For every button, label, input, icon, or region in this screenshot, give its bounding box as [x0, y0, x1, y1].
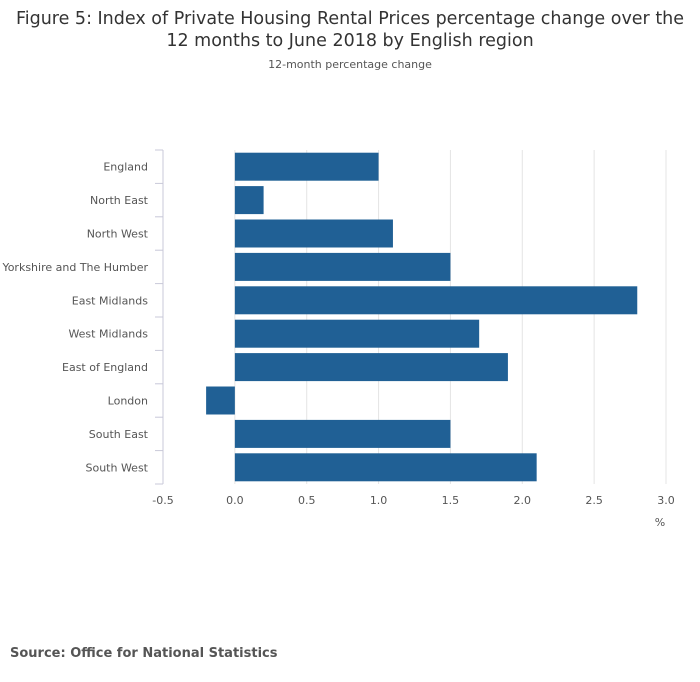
bar-london: [206, 386, 235, 415]
category-label: West Midlands: [68, 328, 148, 341]
bar-yorkshire-and-the-humber: [234, 252, 451, 281]
chart-subtitle: 12-month percentage change: [268, 58, 432, 71]
bar-west-midlands: [234, 319, 480, 348]
category-label: London: [108, 395, 148, 408]
chart-title-line-2: 12 months to June 2018 by English region: [166, 31, 534, 51]
category-label: South West: [85, 461, 148, 474]
category-label: East Midlands: [72, 294, 149, 307]
x-tick-label: 0.0: [226, 494, 244, 507]
category-label: Yorkshire and The Humber: [1, 261, 148, 274]
category-label: England: [103, 161, 148, 174]
bar-south-west: [234, 453, 537, 482]
bar-north-east: [234, 186, 264, 215]
category-label: East of England: [62, 361, 148, 374]
x-tick-label: 2.0: [514, 494, 532, 507]
bar-east-midlands: [234, 286, 638, 315]
category-label: North East: [90, 194, 149, 207]
source-note: Source: Office for National Statistics: [10, 646, 278, 661]
bar-east-of-england: [234, 353, 508, 382]
x-tick-label: 0.5: [298, 494, 316, 507]
x-tick-label: 1.5: [442, 494, 460, 507]
bar-north-west: [234, 219, 393, 248]
bar-england: [234, 152, 379, 181]
chart-title: Figure 5: Index of Private Housing Renta…: [0, 8, 700, 52]
chart-title-line-1: Figure 5: Index of Private Housing Renta…: [15, 9, 685, 29]
x-tick-label: 3.0: [657, 494, 675, 507]
category-label: North West: [87, 228, 149, 241]
x-tick-label: 2.5: [585, 494, 603, 507]
x-tick-label: 1.0: [370, 494, 388, 507]
x-tick-label: -0.5: [152, 494, 173, 507]
bar-south-east: [234, 419, 451, 448]
category-label: South East: [89, 428, 149, 441]
x-axis-label: %: [655, 516, 665, 529]
